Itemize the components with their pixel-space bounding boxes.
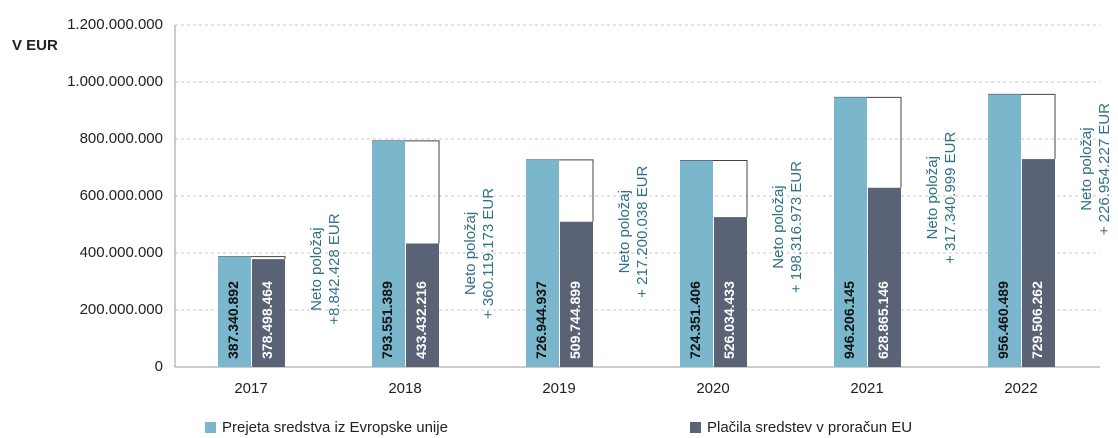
x-tick-label: 2019	[542, 380, 575, 397]
annotation: Neto položaj + 360.119.173 EUR	[462, 188, 497, 319]
annotation-line: Neto položaj	[770, 185, 787, 268]
bar	[406, 243, 439, 367]
annotation-line: Neto položaj	[1078, 127, 1095, 210]
bar	[680, 160, 713, 367]
y-tick-label: 1.200.000.000	[67, 16, 163, 33]
value-label: 793.551.389	[379, 281, 395, 359]
x-tick-label: 2020	[696, 380, 729, 397]
annotation: Neto položaj + 217.200.038 EUR	[616, 165, 651, 297]
value-label: 509.744.899	[567, 281, 583, 359]
x-tick-label: 2018	[388, 380, 421, 397]
annotation-line: + 198.316.973 EUR	[788, 161, 805, 293]
bar	[560, 221, 593, 367]
value-label: 526.034.433	[721, 281, 737, 359]
bar	[526, 159, 559, 367]
value-label: 729.506.262	[1029, 281, 1045, 359]
legend-swatch	[690, 422, 701, 433]
annotation: Neto položaj + 317.340.999 EUR	[924, 132, 959, 264]
annotation-line: + 217.200.038 EUR	[634, 165, 651, 297]
legend-swatch	[205, 422, 216, 433]
y-tick-label: 200.000.000	[80, 301, 163, 318]
annotation: Neto položaj + 226.954.227 EUR	[1078, 103, 1113, 235]
value-label: 433.432.216	[413, 281, 429, 359]
annotation-line: Neto položaj	[308, 227, 325, 310]
annotation-line: Neto položaj	[924, 156, 941, 239]
value-label: 387.340.892	[225, 281, 241, 359]
bar	[834, 97, 867, 368]
y-axis-label: V EUR	[12, 37, 58, 54]
annotation-line: + 360.119.173 EUR	[480, 188, 497, 319]
y-tick-label: 800.000.000	[80, 130, 163, 147]
legend-label: Plačila sredstev v proračun EU	[707, 419, 912, 436]
annotation-line: + 317.340.999 EUR	[942, 132, 959, 264]
bar	[714, 217, 747, 367]
x-tick-label: 2021	[850, 380, 883, 397]
x-tick-label: 2022	[1004, 380, 1037, 397]
annotation: Neto položaj + 198.316.973 EUR	[770, 161, 805, 293]
annotation-line: +8.842.428 EUR	[326, 213, 343, 324]
y-tick-label: 1.000.000.000	[67, 73, 163, 90]
value-label: 956.460.489	[995, 281, 1011, 359]
y-tick-label: 400.000.000	[80, 244, 163, 261]
bar	[868, 187, 901, 367]
legend-label: Prejeta sredstva iz Evropske unije	[222, 419, 448, 436]
bar	[218, 256, 251, 367]
value-label: 378.498.464	[259, 281, 275, 359]
y-tick-label: 0	[155, 358, 163, 375]
bar	[252, 259, 285, 367]
bar	[372, 140, 405, 367]
annotation: Neto položaj +8.842.428 EUR	[308, 213, 343, 324]
bar	[988, 94, 1021, 368]
value-label: 724.351.406	[687, 281, 703, 359]
annotation-line: Neto položaj	[462, 212, 479, 295]
value-label: 726.944.937	[533, 281, 549, 359]
x-tick-label: 2017	[234, 380, 267, 397]
annotation-line: + 226.954.227 EUR	[1096, 103, 1113, 235]
value-label: 946.206.145	[841, 281, 857, 359]
bar	[1022, 159, 1055, 367]
y-tick-label: 600.000.000	[80, 187, 163, 204]
annotation-line: Neto položaj	[616, 190, 633, 273]
value-label: 628.865.146	[875, 281, 891, 359]
